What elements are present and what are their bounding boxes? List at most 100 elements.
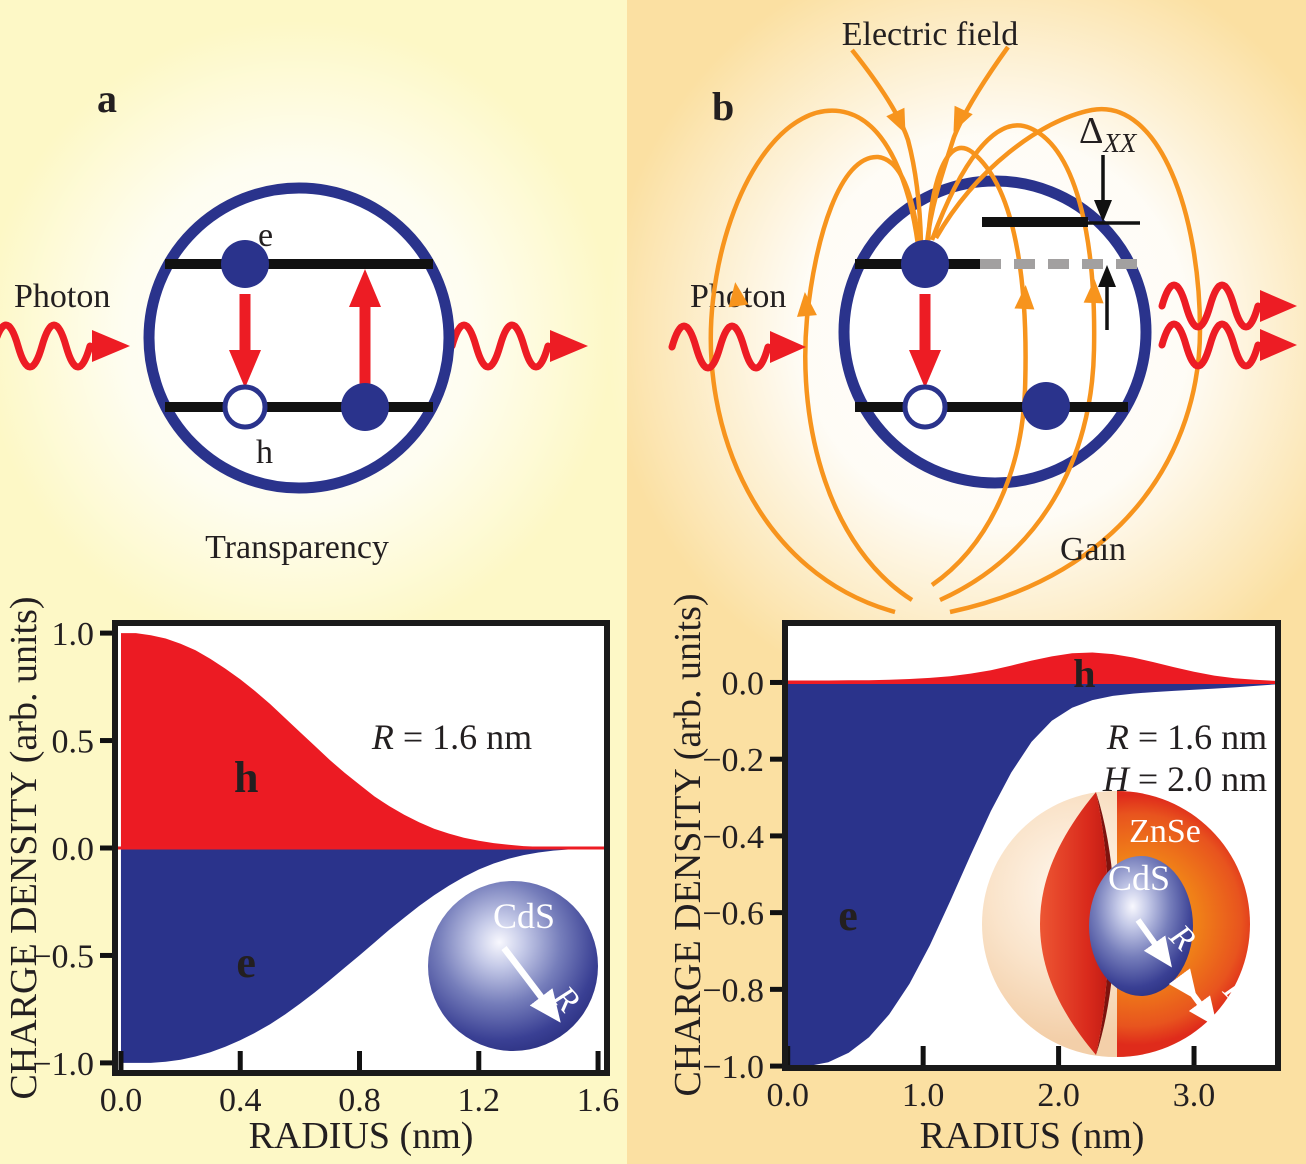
y-tick-label: −0.5 — [32, 938, 94, 975]
series-area-e — [787, 682, 1276, 1067]
chart-a-xlabel: RADIUS (nm) — [249, 1115, 474, 1157]
y-tick-label: −0.2 — [702, 742, 764, 779]
shell-thickness-arrow-icon — [1168, 968, 1218, 1028]
photon-arrowhead-out2-b — [1260, 329, 1297, 361]
series-area-h — [120, 633, 608, 848]
hole-circle-b — [902, 384, 948, 430]
x-tick-label: 1.2 — [458, 1082, 501, 1119]
field-line — [929, 123, 1097, 603]
panel-a-diagram: a Photon e h Transparency — [0, 76, 588, 566]
field-line — [850, 48, 924, 244]
panel-b-caption: Gain — [1060, 531, 1126, 568]
y-tick-label: −1.0 — [32, 1046, 94, 1083]
emission-arrow-head-a — [229, 350, 261, 388]
x-tick-label: 2.0 — [1037, 1077, 1080, 1114]
chart-a-ylabel: CHARGE DENSITY (arb. units) — [3, 596, 45, 1099]
photon-arrowhead-in-b — [770, 331, 806, 363]
chart-a-series: he — [115, 633, 608, 1063]
electric-field-label: Electric field — [842, 16, 1019, 53]
hole-circle-a — [222, 384, 268, 430]
shell-cut-shadow — [1096, 792, 1115, 1055]
chart-b-axes: 0.0 1.0 2.0 3.0 0.0 −0.2 −0.4 −0.6 −0.8 −1.0 — [702, 665, 1215, 1114]
field-line — [934, 106, 1203, 615]
chart-a-annotation: R = 1.6 nm — [371, 717, 532, 757]
chart-a: he 0.0 0.4 0.8 1.2 1.61.00.50.0−0.5−1.0 R = … — [3, 596, 619, 1157]
chart-b-ylabel: CHARGE DENSITY (arb. units) — [667, 593, 709, 1096]
x-tick-label: 3.0 — [1173, 1077, 1216, 1114]
electron-dot2-b — [1022, 382, 1070, 430]
x-tick-label: 0.4 — [219, 1082, 262, 1119]
series-area-h — [787, 652, 1276, 683]
electron-dot2-a — [341, 383, 389, 431]
series-label-h: h — [1073, 651, 1095, 696]
cds-core-label: CdS — [1108, 858, 1170, 898]
series-label-e: e — [838, 891, 858, 940]
photon-wave-out1-b — [1158, 281, 1262, 331]
y-tick-label: 0.5 — [52, 724, 95, 761]
chart-a-frame — [112, 620, 610, 1076]
x-tick-label: 0.8 — [338, 1082, 381, 1119]
field-arrow-up-icon — [1083, 279, 1104, 304]
series-label-h: h — [234, 753, 258, 802]
delta-xx-label: ΔXX — [1079, 110, 1138, 158]
x-tick-label: 1.6 — [577, 1082, 620, 1119]
panel-a-caption: Transparency — [205, 529, 389, 566]
chart-b-series: he — [785, 651, 1278, 1067]
field-arrow-down-icon — [886, 107, 906, 134]
chart-b-frame — [782, 620, 1281, 1071]
field-arrow-up-icon — [796, 292, 817, 317]
core-shell-inset: ZnSe CdS R H — [982, 791, 1260, 1057]
y-tick-label: −1.0 — [702, 1049, 764, 1086]
shell-cut-face — [1040, 792, 1109, 1055]
photon-wave-in-b — [668, 322, 772, 372]
y-tick-label: −0.8 — [702, 972, 764, 1009]
znse-shell-label: ZnSe — [1129, 813, 1201, 850]
field-line — [925, 145, 1028, 587]
photon-wave-out2-b — [1158, 320, 1262, 370]
y-tick-label: 1.0 — [52, 616, 95, 653]
panel-b-letter: b — [712, 84, 734, 129]
radius-arrow-icon — [501, 946, 561, 1023]
x-tick-label: 0.0 — [766, 1077, 809, 1114]
absorption-arrow-head-a — [349, 269, 381, 307]
quantum-dot-circle-a — [143, 182, 455, 494]
emission-arrow-head-b — [909, 350, 941, 388]
photon-arrowhead-out1-b — [1260, 290, 1297, 322]
series-label-e: e — [236, 938, 256, 987]
panel-a-letter: a — [97, 76, 117, 121]
photon-wave-out-a — [448, 321, 552, 371]
chart-b-xlabel: RADIUS (nm) — [920, 1115, 1145, 1157]
cds-material-label: CdS — [493, 896, 555, 936]
hole-label-a: h — [256, 434, 273, 471]
photon-label-a: Photon — [14, 278, 110, 315]
chart-b: he 0.0 1.0 2.0 3.00.0−0.2−0.4−0.6−0.8−1.0 R… — [667, 593, 1281, 1157]
core-radius-arrow-icon — [1135, 918, 1172, 968]
y-tick-label: −0.4 — [702, 819, 764, 856]
photon-arrowhead-out-a — [550, 330, 588, 362]
field-arrow-up-icon — [1014, 285, 1035, 310]
y-tick-label: 0.0 — [722, 665, 765, 702]
photon-arrowhead-in-a — [92, 330, 130, 362]
cds-sphere-inset: CdS R — [428, 881, 598, 1051]
electron-dot-a — [221, 240, 269, 288]
y-tick-label: −0.6 — [702, 896, 764, 933]
x-tick-label: 0.0 — [100, 1082, 143, 1119]
photon-wave-in-a — [0, 321, 94, 371]
field-line — [803, 154, 922, 602]
delta-arrow-down-head — [1094, 200, 1112, 222]
series-area-e — [120, 848, 608, 1063]
electron-label-a: e — [258, 217, 273, 254]
delta-arrow-up-head — [1098, 265, 1116, 287]
panel-b-diagram: b Electric field Photon — [668, 16, 1297, 615]
y-tick-label: 0.0 — [52, 831, 95, 868]
field-line-arrowheads — [728, 105, 1104, 317]
chart-a-axes: 0.0 0.4 0.8 1.2 1.6 1.0 0.5 0.0 −0.5 −1.0 — [32, 616, 619, 1119]
x-tick-label: 1.0 — [902, 1077, 945, 1114]
electric-field-lines — [708, 45, 1203, 615]
chart-b-annotation-r: R = 1.6 nm — [1106, 717, 1267, 757]
field-arrow-down-icon — [953, 105, 973, 132]
field-arrow-up-icon — [728, 282, 749, 308]
field-line — [708, 108, 921, 615]
